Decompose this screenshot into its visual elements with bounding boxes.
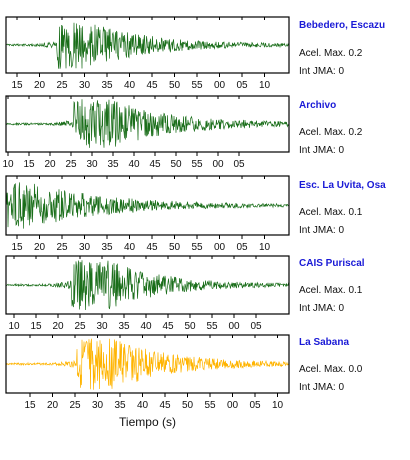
seismogram-trace [5,338,290,390]
x-tick-label: 40 [137,400,149,411]
x-tick-label: 55 [191,242,203,253]
x-tick-label: 20 [44,159,56,170]
x-tick-label: 00 [214,80,226,91]
panel-frame [5,16,290,74]
int-jma: Int JMA: 0 [299,145,345,156]
x-tick-label: 40 [124,80,136,91]
x-tick-label: 10 [259,80,271,91]
x-tick-label: 40 [128,159,140,170]
x-tick-label: 45 [146,242,158,253]
int-jma: Int JMA: 0 [299,303,345,314]
x-tick-label: 15 [23,159,35,170]
x-tick-label: 30 [96,321,108,332]
station-name: Bebedero, Escazu [299,20,386,31]
x-tick-label: 00 [228,321,240,332]
x-tick-label: 50 [182,400,194,411]
x-tick-label: 35 [101,80,113,91]
x-tick-label: 20 [34,242,46,253]
x-tick-label: 45 [149,159,161,170]
x-tick-label: 25 [56,242,68,253]
station-name: CAIS Puriscal [299,258,365,269]
int-jma: Int JMA: 0 [299,225,345,236]
x-tick-label: 30 [86,159,98,170]
x-tick-label: 10 [8,321,20,332]
x-tick-label: 15 [24,400,36,411]
station-name: Esc. La Uvita, Osa [299,180,386,191]
x-tick-label: 15 [11,242,23,253]
accel-max: Acel. Max. 0.0 [299,364,363,375]
x-tick-label: 20 [34,80,46,91]
x-tick-label: 10 [2,159,14,170]
x-tick-label: 50 [184,321,196,332]
seismogram-trace [5,260,290,311]
x-tick-label: 40 [124,242,136,253]
station-name: La Sabana [299,337,350,348]
x-tick-label: 30 [92,400,104,411]
x-tick-label: 55 [206,321,218,332]
x-tick-label: 45 [162,321,174,332]
x-tick-label: 55 [191,159,203,170]
x-tick-label: 55 [191,80,203,91]
station-info-0: Bebedero, Escazu Acel. Max. 0.2 Int JMA:… [299,20,386,77]
x-tick-label: 35 [107,159,119,170]
accel-max: Acel. Max. 0.2 [299,48,363,59]
x-tick-label: 05 [236,80,248,91]
x-tick-label: 05 [233,159,245,170]
x-tick-label: 15 [11,80,23,91]
int-jma: Int JMA: 0 [299,66,345,77]
x-tick-label: 55 [204,400,216,411]
x-tick-label: 10 [259,242,271,253]
station-info-2: Esc. La Uvita, Osa Acel. Max. 0.1 Int JM… [299,180,386,236]
x-tick-label: 25 [69,400,81,411]
accel-max: Acel. Max. 0.2 [299,127,363,138]
x-tick-label: 20 [52,321,64,332]
x-tick-label: 15 [30,321,42,332]
x-tick-label: 00 [212,159,224,170]
x-tick-label: 00 [227,400,239,411]
accel-max: Acel. Max. 0.1 [299,207,363,218]
x-tick-label: 45 [146,80,158,91]
x-tick-label: 35 [118,321,130,332]
x-tick-label: 35 [114,400,126,411]
panel-frame [5,95,290,153]
panel-frame [5,334,290,394]
panel-frame [5,255,290,315]
panel-frame [5,175,290,236]
x-tick-label: 30 [79,242,91,253]
seismogram-trace [5,99,290,148]
int-jma: Int JMA: 0 [299,382,345,393]
station-info-3: CAIS Puriscal Acel. Max. 0.1 Int JMA: 0 [299,258,365,314]
x-tick-label: 50 [169,242,181,253]
x-tick-label: 45 [159,400,171,411]
accel-max: Acel. Max. 0.1 [299,285,363,296]
x-tick-label: 30 [79,80,91,91]
station-name: Archivo [299,100,337,111]
x-tick-label: 50 [169,80,181,91]
x-axis-label: Tiempo (s) [119,415,176,429]
x-tick-label: 20 [47,400,59,411]
x-tick-label: 05 [250,321,262,332]
x-tick-label: 00 [214,242,226,253]
x-tick-label: 05 [249,400,261,411]
x-tick-label: 50 [170,159,182,170]
station-info-1: Archivo Acel. Max. 0.2 Int JMA: 0 [299,100,362,156]
x-tick-label: 25 [56,80,68,91]
station-info-4: La Sabana Acel. Max. 0.0 Int JMA: 0 [299,337,362,393]
x-tick-label: 25 [74,321,86,332]
x-tick-label: 25 [65,159,77,170]
x-tick-label: 35 [101,242,113,253]
seismogram-trace [5,182,290,229]
x-tick-label: 40 [140,321,152,332]
seismogram-trace [5,22,290,69]
x-tick-label: 10 [272,400,284,411]
x-tick-label: 05 [236,242,248,253]
